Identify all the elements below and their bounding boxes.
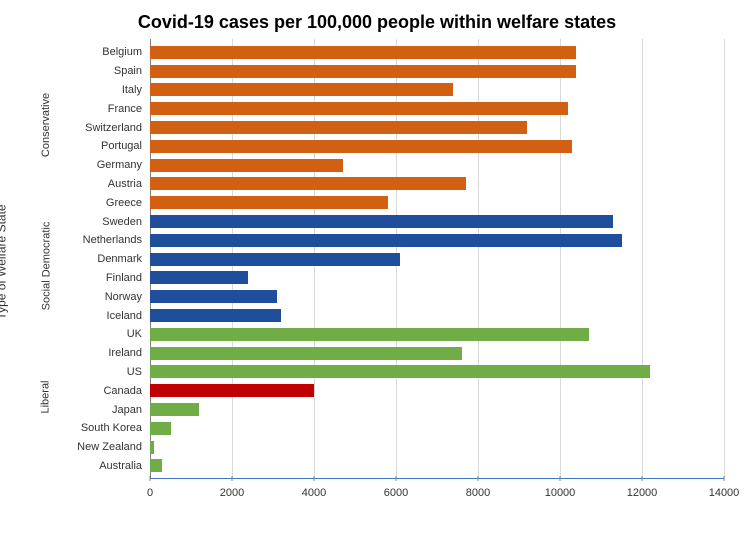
y-axis-group-text: Conservative [40, 92, 52, 156]
x-axis-line [150, 478, 724, 480]
bar-row: Japan [150, 400, 724, 419]
bar [150, 65, 576, 78]
bar-row: Switzerland [150, 118, 724, 137]
bar-row: Ireland [150, 344, 724, 363]
bar-label: Italy [62, 84, 150, 96]
bar-row: Finland [150, 269, 724, 288]
bar-label: Sweden [62, 216, 150, 228]
x-tick-label: 0 [147, 487, 153, 499]
bar-label: South Korea [62, 422, 150, 434]
x-tick-mark [478, 476, 479, 481]
bar-label: Finland [62, 272, 150, 284]
bar [150, 365, 650, 378]
bar [150, 441, 154, 454]
bar-label: Greece [62, 197, 150, 209]
bar-label: Belgium [62, 46, 150, 58]
bar-row: Canada [150, 381, 724, 400]
bar-label: Norway [62, 291, 150, 303]
bar-label: Iceland [62, 310, 150, 322]
x-tick-label: 14000 [709, 487, 740, 499]
x-tick-label: 4000 [302, 487, 326, 499]
x-axis-ticks: 02000400060008000100001200014000 [150, 481, 724, 509]
bar [150, 234, 622, 247]
bar-label: Netherlands [62, 234, 150, 246]
bar [150, 459, 162, 472]
y-axis-group-label: Social Democratic [36, 209, 56, 322]
bar [150, 328, 589, 341]
bar-label: France [62, 103, 150, 115]
bar-label: Germany [62, 159, 150, 171]
bar-label: New Zealand [62, 441, 150, 453]
bar [150, 290, 277, 303]
bar [150, 46, 576, 59]
bar [150, 215, 613, 228]
x-tick-mark [150, 476, 151, 481]
x-tick-mark [396, 476, 397, 481]
bar [150, 422, 171, 435]
bar-label: Austria [62, 178, 150, 190]
bar [150, 347, 462, 360]
bar-row: Greece [150, 193, 724, 212]
bar [150, 271, 248, 284]
bar-row: New Zealand [150, 438, 724, 457]
bar-row: Italy [150, 81, 724, 100]
bar-row: UK [150, 325, 724, 344]
bar [150, 177, 466, 190]
y-axis-group-label: Liberal [36, 322, 56, 472]
bar [150, 384, 314, 397]
bar [150, 403, 199, 416]
chart-title: Covid-19 cases per 100,000 people within… [20, 12, 734, 33]
x-tick-mark [642, 476, 643, 481]
bar-label: UK [62, 328, 150, 340]
x-tick-label: 6000 [384, 487, 408, 499]
x-tick-label: 2000 [220, 487, 244, 499]
x-tick-mark [232, 476, 233, 481]
grid-line [724, 39, 725, 479]
bar-label: Japan [62, 404, 150, 416]
bar [150, 102, 568, 115]
bar-row: France [150, 99, 724, 118]
bar-label: Switzerland [62, 122, 150, 134]
bar-row: Denmark [150, 250, 724, 269]
x-tick-mark [314, 476, 315, 481]
bar-row: Netherlands [150, 231, 724, 250]
bar-row: Australia [150, 457, 724, 476]
bar [150, 309, 281, 322]
bar-row: Sweden [150, 212, 724, 231]
x-tick-label: 10000 [545, 487, 576, 499]
bar-label: Ireland [62, 347, 150, 359]
bar [150, 83, 453, 96]
bar-label: Canada [62, 385, 150, 397]
bar-label: Spain [62, 65, 150, 77]
bar [150, 140, 572, 153]
bar [150, 253, 400, 266]
bar-row: Norway [150, 287, 724, 306]
x-tick-mark [724, 476, 725, 481]
bar-label: Denmark [62, 253, 150, 265]
bar-row: Iceland [150, 306, 724, 325]
bar-row: Belgium [150, 43, 724, 62]
bar-row: Austria [150, 175, 724, 194]
bar [150, 121, 527, 134]
x-tick-label: 8000 [466, 487, 490, 499]
bar-row: Portugal [150, 137, 724, 156]
plot-area: BelgiumSpainItalyFranceSwitzerlandPortug… [150, 39, 724, 509]
y-axis-groups: ConservativeSocial DemocraticLiberal [6, 40, 26, 502]
bars-area: BelgiumSpainItalyFranceSwitzerlandPortug… [150, 43, 724, 475]
y-axis-group-text: Liberal [40, 381, 52, 414]
bar-label: US [62, 366, 150, 378]
x-tick-mark [560, 476, 561, 481]
bar [150, 159, 343, 172]
bar-row: South Korea [150, 419, 724, 438]
bar-row: Spain [150, 62, 724, 81]
bar [150, 196, 388, 209]
y-axis-group-text: Social Democratic [40, 221, 52, 310]
bar-row: Germany [150, 156, 724, 175]
x-tick-label: 12000 [627, 487, 658, 499]
bar-row: US [150, 363, 724, 382]
y-axis-group-label: Conservative [36, 40, 56, 209]
bar-label: Australia [62, 460, 150, 472]
chart-container: Covid-19 cases per 100,000 people within… [0, 0, 754, 542]
bar-label: Portugal [62, 140, 150, 152]
